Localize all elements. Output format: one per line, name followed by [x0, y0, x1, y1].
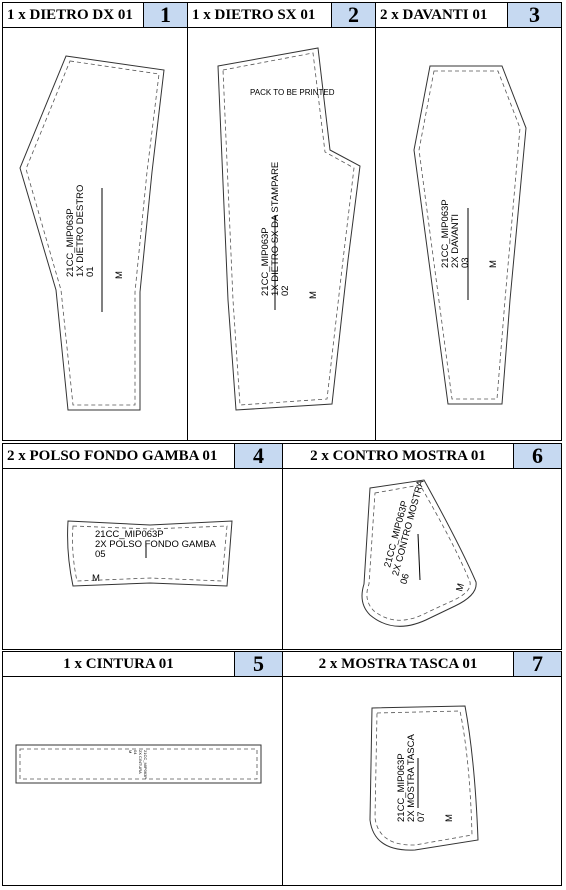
piece-5-id: 04 — [133, 750, 138, 755]
panel-6-body — [282, 468, 562, 650]
piece-4-size: M — [92, 573, 100, 584]
piece-5-desc: 2X CINTURA — [138, 750, 143, 774]
piece-davanti: 21CC_MIP063P 2X DAVANTI 03 M — [413, 65, 527, 405]
piece-2-code: 21CC_MIP063P — [260, 227, 271, 296]
panel-4-number: 4 — [234, 444, 282, 468]
panel-1-body — [2, 27, 188, 441]
panel-1-header: 1 x DIETRO DX 01 1 — [2, 2, 188, 28]
panel-6-number: 6 — [513, 444, 561, 468]
panel-3-header: 2 x DAVANTI 01 3 — [375, 2, 562, 28]
piece-1-code: 21CC_MIP063P — [65, 208, 76, 277]
piece-1-id: 01 — [85, 266, 96, 277]
piece-6-size: M — [454, 582, 467, 593]
piece-polso-fondo-gamba: 21CC_MIP063P 2X POLSO FONDO GAMBA 05 M — [67, 520, 233, 587]
piece-dietro-sx: PACK TO BE PRINTED 21CC_MIP063P 1X DIETR… — [217, 47, 361, 411]
panel-2-number: 2 — [331, 3, 375, 27]
panel-4-body — [2, 468, 283, 650]
piece-1-desc: 1X DIETRO DESTRO — [75, 185, 86, 277]
piece-3-id: 03 — [460, 257, 471, 268]
panel-3-title: 2 x DAVANTI 01 — [380, 6, 488, 23]
panel-5-body — [2, 676, 283, 886]
piece-4-code: 21CC_MIP063P — [95, 529, 164, 540]
piece-4-desc: 2X POLSO FONDO GAMBA — [95, 539, 217, 550]
panel-5-header: 1 x CINTURA 01 5 — [2, 651, 283, 677]
piece-7-size: M — [444, 814, 455, 822]
piece-3-size: M — [488, 260, 499, 268]
piece-contro-mostra: 21CC_MIP063P 2X CONTRO MOSTRA 06 M — [361, 478, 477, 627]
piece-5-size: M — [128, 750, 133, 753]
panel-5-number: 5 — [234, 652, 282, 676]
panel-6-title: 2 x CONTRO MOSTRA 01 — [310, 447, 486, 464]
piece-2-size: M — [308, 291, 319, 299]
panel-2-title: 1 x DIETRO SX 01 — [192, 6, 316, 23]
piece-7-id: 07 — [416, 811, 427, 822]
piece-5-code: 21CC_MIP063P — [143, 750, 148, 779]
panel-7-number: 7 — [513, 652, 561, 676]
piece-7-desc: 2X MOSTRA TASCA — [406, 734, 417, 822]
piece-cintura: 21CC_MIP063P 2X CINTURA 04 M — [15, 744, 262, 784]
piece-4-id: 05 — [95, 549, 106, 560]
piece-2-id: 02 — [280, 285, 291, 296]
panel-6-header: 2 x CONTRO MOSTRA 01 6 — [282, 443, 562, 469]
piece-2-desc: 1X DIETRO SX DA STAMPARE — [270, 162, 281, 296]
piece-2-note: PACK TO BE PRINTED — [250, 88, 335, 97]
piece-mostra-tasca: 21CC_MIP063P 2X MOSTRA TASCA 07 M — [369, 705, 479, 851]
piece-6-id: 06 — [398, 572, 411, 585]
panel-7-body — [282, 676, 562, 886]
panel-1-number: 1 — [143, 3, 187, 27]
piece-dietro-dx: 21CC_MIP063P 1X DIETRO DESTRO 01 M — [19, 55, 165, 411]
panel-2-body — [187, 27, 376, 441]
panel-4-title: 2 x POLSO FONDO GAMBA 01 — [7, 447, 218, 464]
piece-7-code: 21CC_MIP063P — [396, 753, 407, 822]
piece-1-size: M — [114, 271, 125, 279]
piece-3-code: 21CC_MIP063P — [440, 199, 451, 268]
panel-1-title: 1 x DIETRO DX 01 — [7, 6, 133, 23]
panel-3-number: 3 — [507, 3, 561, 27]
panel-5-title: 1 x CINTURA 01 — [63, 655, 174, 672]
panel-7-title: 2 x MOSTRA TASCA 01 — [318, 655, 478, 672]
piece-3-desc: 2X DAVANTI — [450, 214, 461, 268]
